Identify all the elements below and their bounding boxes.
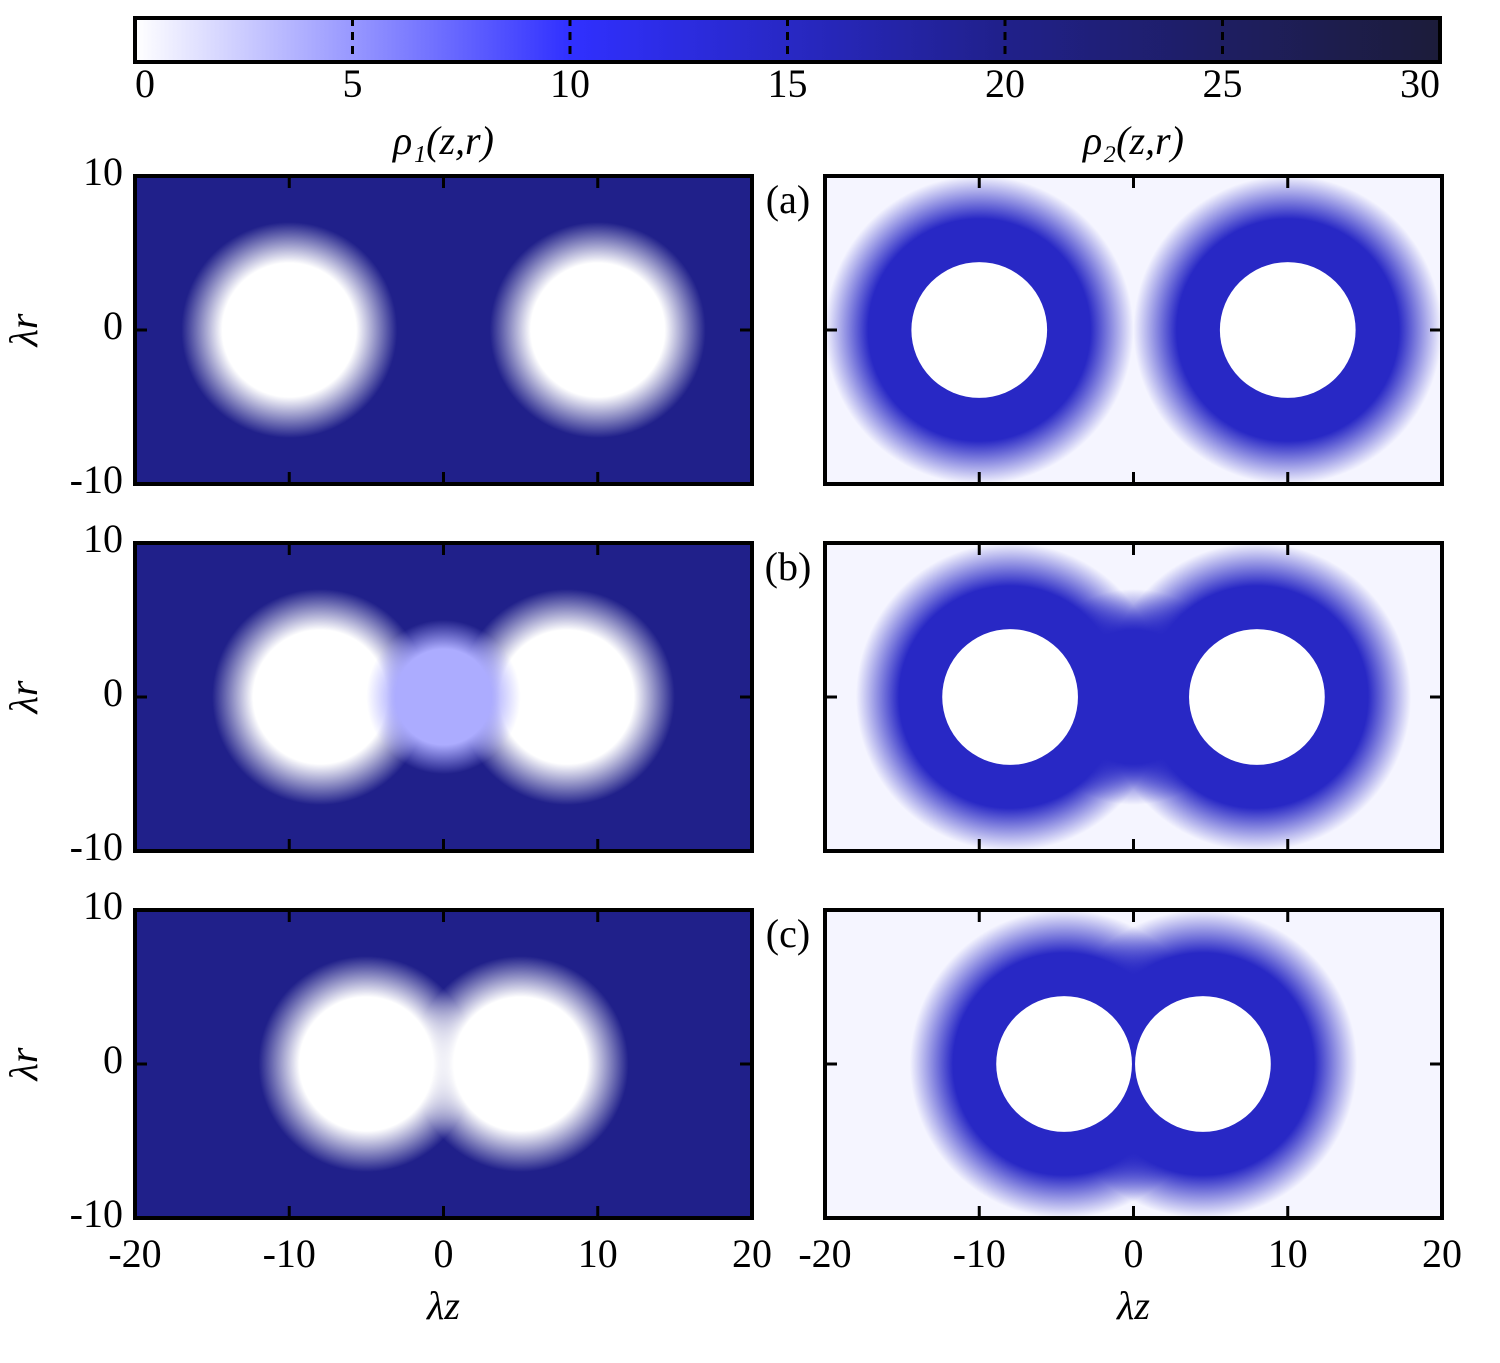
y-tick-label: 0 <box>103 1037 123 1082</box>
x-tick-label: 10 <box>578 1231 618 1276</box>
panel-title: ρ₁(z,r) <box>391 118 494 163</box>
x-tick-label: 20 <box>1422 1231 1462 1276</box>
y-tick-label: 10 <box>83 516 123 561</box>
y-axis-label: λr <box>1 313 46 347</box>
y-axis-label: λr <box>1 1047 46 1081</box>
heatmap <box>135 543 752 851</box>
density-core <box>911 262 1048 398</box>
colorbar-tick-label: 0 <box>135 61 155 106</box>
density-blob <box>366 619 521 775</box>
x-tick-label: 0 <box>434 1231 454 1276</box>
colorbar-tick-label: 10 <box>550 61 590 106</box>
x-axis-label: λz <box>426 1283 460 1328</box>
density-core <box>1135 996 1271 1132</box>
density-core <box>996 996 1132 1132</box>
x-tick-label: -20 <box>798 1231 851 1276</box>
heatmap <box>135 910 752 1218</box>
density-core <box>1189 629 1325 765</box>
y-tick-label: -10 <box>70 457 123 502</box>
density-blob <box>458 589 675 805</box>
panel-label: (c) <box>766 911 810 956</box>
heatmap <box>825 176 1442 484</box>
y-tick-label: -10 <box>70 1191 123 1236</box>
x-tick-label: 20 <box>732 1231 772 1276</box>
density-core <box>942 629 1078 765</box>
colorbar-tick-label: 5 <box>343 61 363 106</box>
y-tick-label: 0 <box>103 303 123 348</box>
colorbar-tick-label: 25 <box>1203 61 1243 106</box>
y-tick-label: 0 <box>103 670 123 715</box>
colorbar-tick-label: 20 <box>985 61 1025 106</box>
x-tick-label: 10 <box>1268 1231 1308 1276</box>
x-tick-label: -10 <box>263 1231 316 1276</box>
y-tick-label: 10 <box>83 883 123 928</box>
density-blob <box>258 956 475 1172</box>
heatmap <box>135 176 752 484</box>
density-blob <box>212 589 429 805</box>
x-tick-label: 0 <box>1124 1231 1144 1276</box>
density-blob <box>181 222 398 438</box>
density-blob <box>489 222 706 438</box>
y-axis-label: λr <box>1 680 46 714</box>
colorbar-tick-label: 15 <box>768 61 808 106</box>
density-blob <box>1025 589 1242 805</box>
colorbar-frame <box>133 16 1442 64</box>
panel-label: (b) <box>765 544 812 589</box>
panel-label: (a) <box>766 177 810 222</box>
density-core <box>1219 262 1356 398</box>
y-tick-label: 10 <box>83 149 123 194</box>
x-tick-label: -20 <box>108 1231 161 1276</box>
x-axis-label: λz <box>1116 1283 1150 1328</box>
density-blob <box>412 956 629 1172</box>
heatmap <box>825 910 1442 1218</box>
x-tick-label: -10 <box>953 1231 1006 1276</box>
colorbar-tick-label: 30 <box>1400 61 1440 106</box>
panel-title: ρ₂(z,r) <box>1081 118 1184 163</box>
y-tick-label: -10 <box>70 824 123 869</box>
heatmap <box>825 543 1442 851</box>
